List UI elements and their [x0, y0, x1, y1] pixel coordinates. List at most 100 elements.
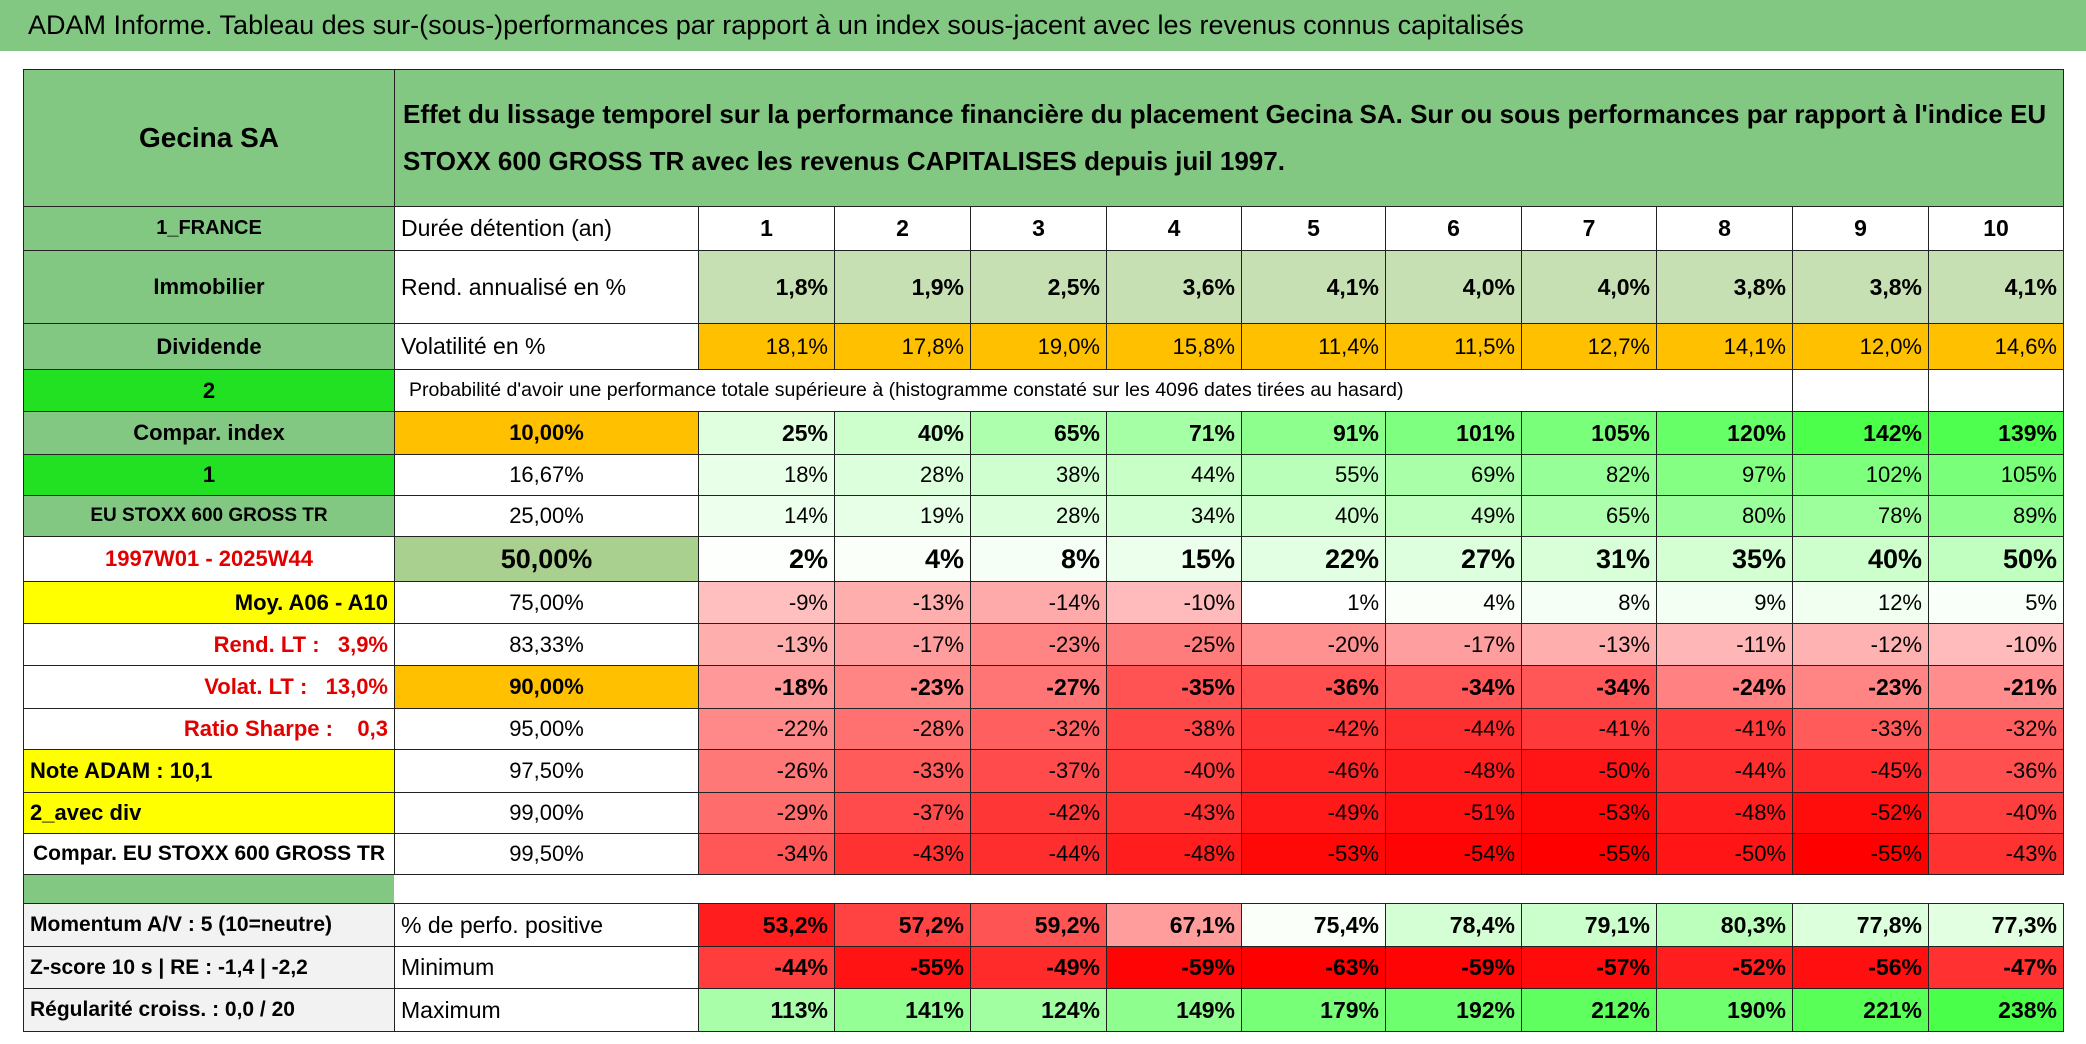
value-cell: -29% [698, 792, 835, 834]
value-cell: 9% [1656, 581, 1793, 624]
value-cell: -49% [970, 946, 1107, 989]
value-cell: -59% [1385, 946, 1522, 989]
value-cell: 28% [970, 495, 1107, 537]
value-cell: 4,1% [1241, 250, 1386, 324]
value-cell: 17,8% [834, 323, 971, 370]
value-cell: -34% [1521, 665, 1657, 709]
value-cell: 97% [1656, 454, 1793, 496]
value-cell: -25% [1106, 623, 1242, 666]
value-cell: 4 [1106, 206, 1242, 251]
value-cell: 50% [1928, 536, 2064, 582]
value-cell: 38% [970, 454, 1107, 496]
value-cell: 14% [698, 495, 835, 537]
value-cell: 65% [970, 411, 1107, 455]
title-bar: ADAM Informe. Tableau des sur-(sous-)per… [0, 0, 2086, 51]
row-label: Compar. EU STOXX 600 GROSS TR [23, 833, 395, 875]
value-cell: -23% [970, 623, 1107, 666]
value-cell: 4% [834, 536, 971, 582]
value-cell: 22% [1241, 536, 1386, 582]
value-cell: 192% [1385, 988, 1522, 1032]
value-cell: -47% [1928, 946, 2064, 989]
value-cell: 71% [1106, 411, 1242, 455]
value-cell: -51% [1385, 792, 1522, 834]
value-cell: 5 [1241, 206, 1386, 251]
value-cell: 3,8% [1792, 250, 1929, 324]
value-cell: -44% [1385, 708, 1522, 750]
value-cell: -18% [698, 665, 835, 709]
value-cell: 91% [1241, 411, 1386, 455]
row-label: 1 [23, 454, 395, 496]
value-cell: 6 [1385, 206, 1522, 251]
value-cell: 80% [1656, 495, 1793, 537]
value-cell: 120% [1656, 411, 1793, 455]
value-cell: 19,0% [970, 323, 1107, 370]
value-cell: 15% [1106, 536, 1242, 582]
value-cell: -50% [1656, 833, 1793, 875]
value-cell: -63% [1241, 946, 1386, 989]
value-cell: -40% [1928, 792, 2064, 834]
row-heading: 83,33% [394, 623, 699, 666]
row-heading: Maximum [394, 988, 699, 1032]
spacer [1792, 369, 1929, 412]
value-cell: 142% [1792, 411, 1929, 455]
value-cell: -26% [698, 749, 835, 793]
value-cell: -54% [1385, 833, 1522, 875]
spacer [23, 874, 395, 904]
value-cell: 9 [1792, 206, 1929, 251]
row-heading: % de perfo. positive [394, 903, 699, 947]
value-cell: 3,8% [1656, 250, 1793, 324]
row-heading: Durée détention (an) [394, 206, 699, 251]
value-cell: -11% [1656, 623, 1793, 666]
value-cell: 1,9% [834, 250, 971, 324]
value-cell: 78% [1792, 495, 1929, 537]
value-cell: -55% [1792, 833, 1929, 875]
description: Effet du lissage temporel sur la perform… [394, 69, 2064, 207]
value-cell: 105% [1928, 454, 2064, 496]
value-cell: 212% [1521, 988, 1657, 1032]
value-cell: -44% [698, 946, 835, 989]
row-heading: 95,00% [394, 708, 699, 750]
value-cell: 1,8% [698, 250, 835, 324]
value-cell: 2 [834, 206, 971, 251]
value-cell: -22% [698, 708, 835, 750]
row-label: 2_avec div [23, 792, 395, 834]
row-label: Dividende [23, 323, 395, 370]
row-heading: Volatilité en % [394, 323, 699, 370]
value-cell: 149% [1106, 988, 1242, 1032]
value-cell: -44% [1656, 749, 1793, 793]
value-cell: -56% [1792, 946, 1929, 989]
row-label: Ratio Sharpe : 0,3 [23, 708, 395, 750]
value-cell: 75,4% [1241, 903, 1386, 947]
value-cell: -34% [698, 833, 835, 875]
row-label: Compar. index [23, 411, 395, 455]
value-cell: 77,3% [1928, 903, 2064, 947]
value-cell: 31% [1521, 536, 1657, 582]
value-cell: 4,0% [1385, 250, 1522, 324]
value-cell: -17% [834, 623, 971, 666]
value-cell: 44% [1106, 454, 1242, 496]
value-cell: 49% [1385, 495, 1522, 537]
value-cell: -34% [1385, 665, 1522, 709]
value-cell: -53% [1521, 792, 1657, 834]
row-heading: 75,00% [394, 581, 699, 624]
value-cell: -35% [1106, 665, 1242, 709]
value-cell: 3,6% [1106, 250, 1242, 324]
value-cell: 221% [1792, 988, 1929, 1032]
value-cell: 101% [1385, 411, 1522, 455]
value-cell: 179% [1241, 988, 1386, 1032]
value-cell: 69% [1385, 454, 1522, 496]
value-cell: -42% [1241, 708, 1386, 750]
value-cell: -36% [1241, 665, 1386, 709]
value-cell: -53% [1241, 833, 1386, 875]
value-cell: 12% [1792, 581, 1929, 624]
value-cell: 3 [970, 206, 1107, 251]
row-heading: 90,00% [394, 665, 699, 709]
value-cell: -23% [1792, 665, 1929, 709]
value-cell: -28% [834, 708, 971, 750]
row-heading: Minimum [394, 946, 699, 989]
value-cell: 35% [1656, 536, 1793, 582]
value-cell: 19% [834, 495, 971, 537]
value-cell: -48% [1106, 833, 1242, 875]
value-cell: -33% [1792, 708, 1929, 750]
row-heading: 16,67% [394, 454, 699, 496]
